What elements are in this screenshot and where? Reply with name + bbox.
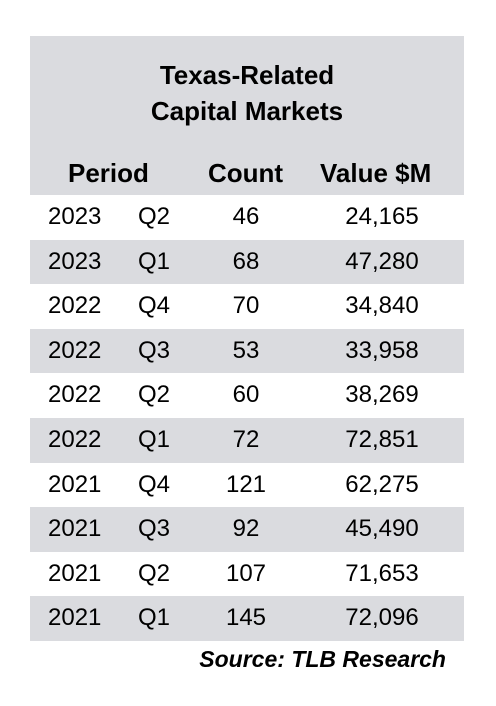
value-cell: 47,280 [345, 247, 419, 275]
table-row: 2022 Q2 60 38,269 [30, 373, 464, 418]
quarter-cell: Q1 [138, 604, 171, 632]
table-row: 2022 Q3 53 33,958 [30, 328, 464, 374]
year-cell: 2021 [48, 515, 102, 543]
count-cell: 107 [225, 559, 267, 587]
column-header-period: Period [68, 158, 149, 188]
table-header: Texas-Related Capital Markets Period Cou… [30, 36, 464, 195]
count-cell: 70 [232, 292, 260, 320]
count-cell: 68 [232, 247, 260, 275]
count-cell: 60 [232, 381, 260, 409]
count-cell: 121 [225, 470, 267, 498]
count-cell: 53 [232, 336, 260, 364]
year-cell: 2023 [48, 203, 102, 230]
value-cell: 62,275 [345, 470, 419, 498]
table-row: 2022 Q1 72 72,851 [30, 417, 464, 463]
quarter-cell: Q3 [138, 336, 171, 364]
count-cell: 72 [232, 425, 260, 453]
table-row: 2021 Q4 121 62,275 [30, 463, 464, 508]
quarter-cell: Q2 [138, 559, 171, 587]
count-cell: 46 [232, 203, 260, 230]
value-cell: 24,165 [345, 203, 419, 230]
quarter-cell: Q2 [138, 381, 171, 409]
value-cell: 72,096 [345, 604, 419, 632]
column-header-value: Value $M [320, 158, 432, 188]
count-cell: 145 [225, 604, 267, 632]
quarter-cell: Q4 [138, 470, 171, 498]
column-header-count: Count [208, 158, 284, 188]
year-cell: 2022 [48, 381, 102, 409]
quarter-cell: Q1 [138, 425, 171, 453]
table-row: 2021 Q2 107 71,653 [30, 552, 464, 597]
table-row: 2023 Q1 68 47,280 [30, 239, 464, 285]
table-title-line-2: Capital Markets [150, 96, 344, 126]
value-cell: 33,958 [345, 336, 419, 364]
source-note: Source: TLB Research [199, 646, 446, 672]
quarter-cell: Q2 [138, 203, 171, 230]
table-row: 2021 Q1 145 72,096 [30, 596, 464, 641]
year-cell: 2021 [48, 604, 102, 632]
table-row: 2022 Q4 70 34,840 [30, 284, 464, 329]
table-row: 2023 Q2 46 24,165 [30, 195, 464, 240]
year-cell: 2022 [48, 425, 102, 453]
count-cell: 92 [232, 515, 260, 543]
quarter-cell: Q4 [138, 292, 171, 320]
year-cell: 2022 [48, 336, 102, 364]
year-cell: 2021 [48, 559, 102, 587]
value-cell: 45,490 [345, 515, 419, 543]
quarter-cell: Q1 [138, 247, 171, 275]
capital-markets-table: Texas-Related Capital Markets Period Cou… [30, 36, 464, 641]
year-cell: 2023 [48, 247, 102, 275]
year-cell: 2021 [48, 470, 102, 498]
value-cell: 72,851 [345, 425, 419, 453]
quarter-cell: Q3 [138, 515, 171, 543]
year-cell: 2022 [48, 292, 102, 320]
value-cell: 34,840 [345, 292, 419, 320]
value-cell: 38,269 [345, 381, 419, 409]
table-row: 2021 Q3 92 45,490 [30, 507, 464, 552]
value-cell: 71,653 [345, 559, 419, 587]
table-body: 2023 Q2 46 24,165 2023 Q1 68 47,280 2022 Q4 70 34,8… [30, 195, 464, 641]
table-title-line-1: Texas-Related [159, 60, 335, 90]
